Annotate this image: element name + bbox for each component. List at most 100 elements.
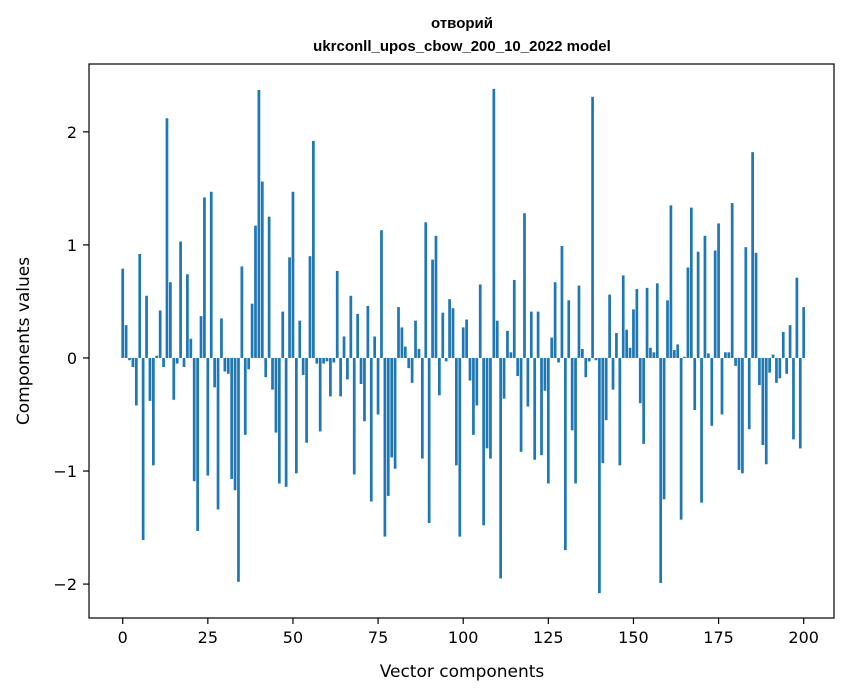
bar-172 [707, 353, 710, 358]
bar-23 [199, 316, 203, 358]
bar-114 [509, 352, 513, 358]
y-tick-label: 1 [67, 236, 77, 255]
bar-137 [587, 357, 591, 362]
bar-58 [318, 357, 322, 432]
bar-17 [179, 241, 182, 358]
bar-196 [788, 325, 792, 358]
bar-104 [475, 357, 479, 406]
bar-171 [703, 235, 707, 358]
bar-125 [546, 357, 550, 484]
bar-158 [659, 357, 663, 583]
bar-124 [543, 357, 547, 391]
bar-119 [526, 357, 530, 407]
bar-132 [570, 357, 574, 431]
bar-45 [274, 357, 278, 433]
bar-87 [417, 348, 421, 358]
bar-156 [652, 352, 656, 358]
bar-70 [359, 357, 363, 384]
bar-65 [342, 336, 346, 358]
bar-21 [192, 357, 196, 482]
bar-10 [155, 355, 159, 358]
bar-129 [560, 246, 564, 358]
bar-62 [332, 357, 336, 363]
bar-14 [169, 282, 172, 358]
bar-164 [679, 357, 683, 520]
bar-123 [540, 357, 543, 456]
bar-60 [325, 357, 329, 362]
bar-174 [713, 250, 717, 358]
bar-130 [563, 357, 567, 551]
bar-31 [226, 357, 230, 374]
bar-143 [608, 294, 611, 358]
bar-95 [444, 357, 448, 362]
bar-161 [669, 205, 673, 358]
bar-64 [339, 357, 342, 397]
bar-144 [611, 357, 615, 390]
bar-180 [734, 357, 737, 366]
bar-105 [478, 284, 482, 358]
bar-183 [744, 247, 748, 358]
bar-26 [209, 191, 213, 358]
bar-190 [768, 357, 771, 373]
bar-43 [267, 216, 271, 358]
bar-57 [315, 357, 319, 364]
bar-133 [574, 357, 577, 484]
bar-30 [223, 357, 227, 372]
x-tick-label: 200 [788, 628, 819, 647]
bar-13 [165, 118, 169, 358]
bar-141 [601, 357, 605, 464]
bar-2 [128, 357, 131, 361]
bar-89 [424, 222, 428, 358]
bar-163 [676, 344, 680, 358]
bar-151 [635, 288, 639, 358]
y-tick-label: 2 [67, 123, 77, 142]
bar-54 [305, 357, 308, 443]
bar-126 [550, 337, 554, 358]
bar-55 [308, 256, 312, 358]
bar-99 [458, 357, 462, 537]
x-tick-label: 75 [368, 628, 388, 647]
bar-170 [700, 357, 703, 503]
bar-134 [577, 285, 581, 358]
bar-50 [291, 191, 295, 358]
bar-37 [247, 357, 251, 370]
bar-19 [186, 274, 189, 358]
x-tick-label: 50 [283, 628, 303, 647]
bar-82 [400, 327, 404, 358]
bar-9 [151, 357, 155, 466]
bar-186 [754, 252, 758, 358]
bar-91 [431, 259, 434, 358]
bar-94 [441, 312, 445, 358]
y-tick-label: −2 [53, 575, 77, 594]
bar-102 [468, 357, 472, 381]
bar-33 [233, 357, 237, 491]
bar-195 [785, 357, 789, 374]
bar-74 [373, 336, 377, 358]
bar-67 [349, 295, 353, 358]
bar-92 [434, 235, 438, 358]
bar-115 [512, 279, 516, 358]
bar-15 [172, 357, 176, 400]
bar-169 [696, 251, 700, 358]
bar-110 [495, 320, 499, 358]
bar-117 [519, 357, 523, 452]
bar-29 [220, 318, 223, 358]
bar-187 [758, 357, 761, 386]
bar-24 [203, 197, 206, 358]
bar-145 [615, 333, 618, 358]
bar-81 [397, 307, 400, 358]
bar-160 [666, 300, 669, 358]
bar-148 [625, 329, 628, 358]
bar-153 [642, 357, 646, 444]
x-tick-label: 150 [618, 628, 649, 647]
bar-68 [352, 357, 356, 475]
bar-8 [148, 357, 152, 401]
bar-127 [553, 282, 557, 358]
bar-118 [523, 213, 526, 358]
bar-5 [138, 253, 142, 358]
bar-167 [689, 207, 693, 358]
y-axis-label: Components values [14, 257, 34, 425]
bar-72 [366, 305, 370, 358]
bar-32 [230, 357, 234, 479]
bar-165 [683, 356, 686, 358]
